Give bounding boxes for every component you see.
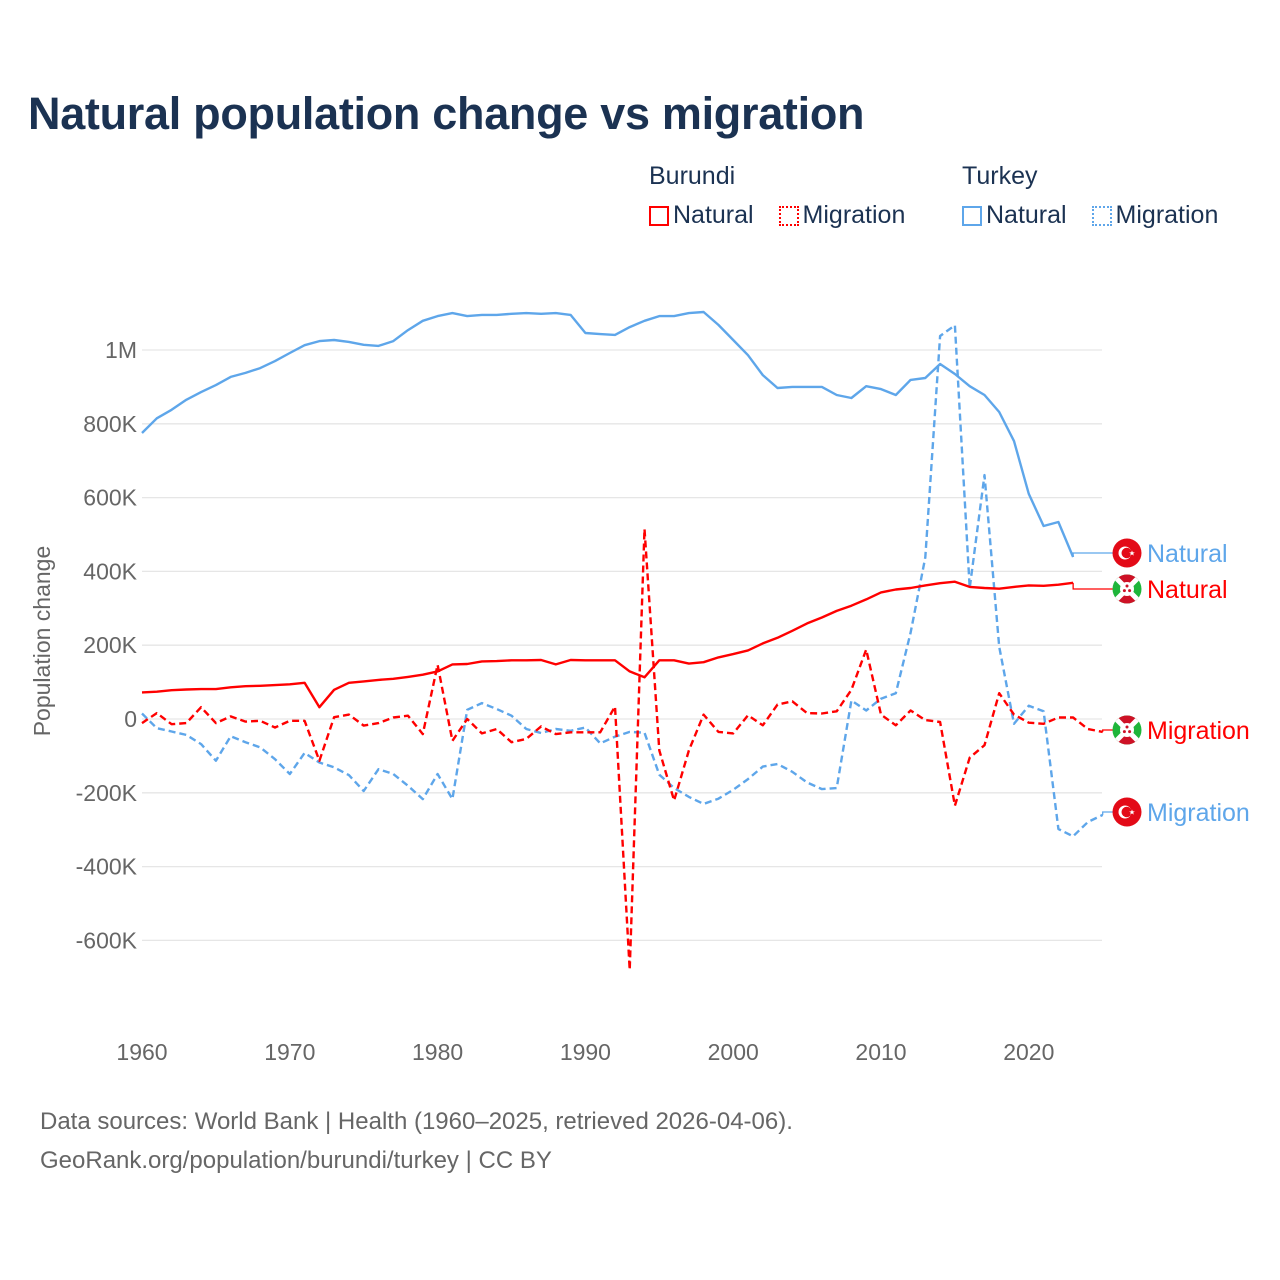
y-tick-label: -200K <box>76 780 138 806</box>
y-axis-label: Population change <box>29 546 55 737</box>
series-line-turkey-natural <box>141 310 1075 558</box>
y-tick-label: 1M <box>105 337 137 363</box>
chart-title: Natural population change vs migration <box>28 88 865 139</box>
x-tick-label: 2010 <box>855 1039 906 1065</box>
legend-label: Natural <box>673 201 754 229</box>
legend-label: Migration <box>1115 201 1219 229</box>
x-tick-label: 1970 <box>264 1039 315 1065</box>
end-label-turkey-migration: Migration <box>1147 799 1250 827</box>
x-tick-label: 2000 <box>708 1039 759 1065</box>
label-connector <box>1072 552 1113 558</box>
series-line-burundi-migration <box>141 527 1103 972</box>
turkey-flag-icon <box>1112 797 1142 827</box>
legend-swatch-solid <box>962 205 982 226</box>
burundi-flag-icon <box>1112 715 1142 745</box>
attribution-link[interactable]: GeoRank.org/population/burundi/turkey | … <box>40 1147 552 1174</box>
legend-label: Migration <box>802 201 906 229</box>
x-tick-label: 1960 <box>116 1039 167 1065</box>
label-connector <box>1072 582 1113 590</box>
label-connector <box>1102 729 1113 732</box>
burundi-flag-icon <box>1112 574 1142 604</box>
y-tick-label: 200K <box>83 632 137 658</box>
data-source-note: Data sources: World Bank | Health (1960–… <box>40 1108 793 1135</box>
end-label-turkey-natural: Natural <box>1147 540 1228 568</box>
legend-label: Natural <box>986 201 1067 229</box>
series-lines <box>141 310 1104 972</box>
y-tick-label: 400K <box>83 558 137 584</box>
legend-swatch-solid <box>649 205 669 226</box>
legend-group-turkey: Turkey Natural Migration <box>962 162 1218 233</box>
y-axis-ticks: 1M 800K 600K 400K 200K 0 -200K -400K -600K <box>76 337 138 953</box>
y-tick-label: 800K <box>83 411 137 437</box>
gridlines <box>142 349 1102 942</box>
y-tick-label: 0 <box>124 706 137 732</box>
legend-item-turkey-natural[interactable]: Natural <box>962 201 1067 230</box>
series-line-turkey-migration <box>141 324 1104 838</box>
x-axis-ticks: 1960 1970 1980 1990 2000 2010 2020 <box>116 1039 1054 1065</box>
legend-item-burundi-natural[interactable]: Natural <box>649 201 754 230</box>
legend-item-burundi-migration[interactable]: Migration <box>778 201 906 230</box>
legend-item-turkey-migration[interactable]: Migration <box>1091 201 1219 230</box>
y-tick-label: -400K <box>76 854 138 880</box>
series-line-burundi-natural <box>141 580 1074 709</box>
y-tick-label: -600K <box>76 927 138 953</box>
end-labels: Natural Migration Natural Migration <box>1072 538 1250 827</box>
x-tick-label: 1980 <box>412 1039 463 1065</box>
y-tick-label: 600K <box>83 485 137 511</box>
x-tick-label: 1990 <box>560 1039 611 1065</box>
turkey-flag-icon <box>1112 538 1142 568</box>
end-label-burundi-natural: Natural <box>1147 576 1228 604</box>
label-connector <box>1102 811 1113 815</box>
legend-group-title: Turkey <box>962 162 1038 190</box>
legend-swatch-dotted <box>1091 205 1112 226</box>
legend-group-burundi: Burundi Natural Migration <box>649 162 923 233</box>
end-label-burundi-migration: Migration <box>1147 717 1250 745</box>
legend-group-title: Burundi <box>649 162 736 190</box>
x-tick-label: 2020 <box>1003 1039 1054 1065</box>
legend-swatch-dotted <box>778 205 799 226</box>
